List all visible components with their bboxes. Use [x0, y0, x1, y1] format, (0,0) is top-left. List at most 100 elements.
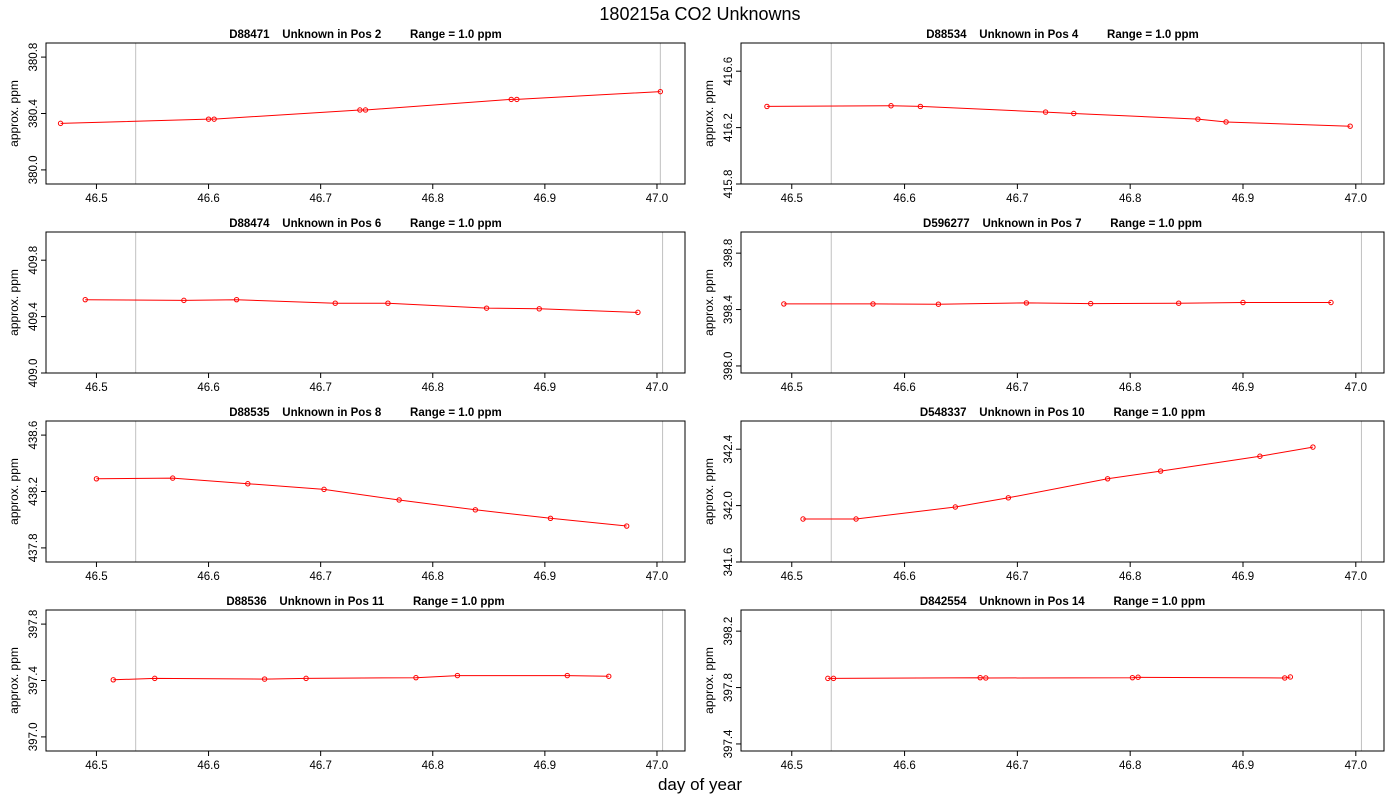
x-tick-label: 47.0: [646, 193, 668, 205]
x-tick-label: 46.9: [534, 760, 556, 772]
data-point: [536, 306, 542, 312]
data-point: [657, 88, 664, 95]
y-axis-label: approx. ppm: [702, 80, 716, 147]
data-point: [624, 523, 630, 529]
data-point: [977, 674, 983, 681]
x-tick-label: 46.6: [197, 571, 219, 583]
data-point: [1310, 444, 1316, 450]
data-point: [152, 675, 158, 682]
plot-frame: [45, 231, 686, 374]
series-line: [803, 446, 1313, 520]
data-point: [1287, 674, 1294, 680]
y-tick-label: 342.4: [723, 434, 735, 463]
data-point: [1257, 453, 1263, 459]
panel-title: D88471 Unknown in Pos 2 Range = 1.0 ppm: [229, 29, 502, 41]
plot-frame: [45, 42, 686, 185]
y-axis-label: approx. ppm: [7, 647, 21, 714]
x-tick-label: 46.5: [85, 571, 107, 583]
data-point: [169, 475, 176, 481]
y-tick-label: 409.8: [28, 246, 40, 275]
x-tick-label: 46.8: [1119, 382, 1141, 394]
panel-title: D88534 Unknown in Pos 4 Range = 1.0 ppm: [926, 29, 1199, 41]
x-tick-label: 46.9: [1232, 571, 1254, 583]
x-tick-label: 46.8: [422, 571, 444, 583]
x-tick-label: 46.6: [197, 382, 219, 394]
panel-title: D88536 Unknown in Pos 11 Range = 1.0 ppm: [226, 596, 504, 608]
data-point: [205, 116, 212, 122]
y-tick-label: 409.4: [28, 302, 40, 331]
data-point: [508, 96, 514, 103]
x-tick-label: 46.9: [1232, 382, 1254, 394]
x-tick-label: 47.0: [1345, 571, 1367, 583]
data-point: [1104, 476, 1111, 482]
y-tick-label: 398.4: [723, 295, 735, 324]
x-tick-label: 46.6: [893, 760, 915, 772]
x-tick-label: 46.8: [422, 760, 444, 772]
x-tick-label: 46.7: [1006, 760, 1028, 772]
y-tick-label: 397.0: [28, 723, 40, 752]
x-tick-label: 46.7: [1006, 193, 1028, 205]
x-tick-label: 46.8: [422, 193, 444, 205]
panel-3: D88474 Unknown in Pos 6 Range = 1.0 ppm 4…: [7, 218, 686, 394]
data-point: [1042, 109, 1049, 115]
panel-title: D88474 Unknown in Pos 6 Range = 1.0 ppm: [229, 218, 502, 230]
series-line: [96, 477, 627, 527]
x-tick-label: 46.7: [309, 760, 331, 772]
x-tick-label: 46.7: [309, 571, 331, 583]
data-point: [1195, 116, 1201, 122]
x-tick-label: 46.5: [781, 193, 803, 205]
data-point: [888, 103, 894, 109]
y-tick-label: 380.8: [28, 43, 40, 72]
plot-frame: [45, 609, 686, 752]
x-tick-label: 46.9: [1232, 760, 1254, 772]
y-tick-label: 438.2: [28, 477, 40, 506]
y-tick-label: 437.8: [28, 534, 40, 563]
plot-frame: [740, 609, 1385, 752]
x-tick-label: 46.6: [893, 571, 915, 583]
x-tick-label: 46.8: [1119, 571, 1141, 583]
x-tick-label: 46.8: [1119, 760, 1141, 772]
y-tick-label: 416.6: [723, 57, 735, 86]
x-tick-label: 46.6: [197, 760, 219, 772]
data-point: [853, 516, 859, 522]
data-point: [952, 504, 959, 510]
x-tick-label: 46.5: [781, 760, 803, 772]
x-tick-label: 46.5: [85, 760, 107, 772]
x-tick-label: 47.0: [1345, 760, 1367, 772]
y-tick-label: 398.2: [723, 617, 735, 646]
figure-x-axis-label: day of year: [657, 775, 743, 794]
y-axis-label: approx. ppm: [7, 458, 21, 525]
x-tick-label: 47.0: [646, 571, 668, 583]
panel-2: D88534 Unknown in Pos 4 Range = 1.0 ppm 4…: [702, 29, 1385, 205]
data-point: [245, 481, 251, 487]
series-line: [766, 105, 1351, 127]
y-tick-label: 397.8: [723, 673, 735, 702]
x-tick-label: 47.0: [646, 760, 668, 772]
x-tick-label: 46.5: [85, 193, 107, 205]
data-point: [1223, 119, 1229, 125]
data-point: [870, 301, 876, 307]
data-point: [385, 300, 391, 306]
x-tick-label: 47.0: [1345, 382, 1367, 394]
y-axis-label: approx. ppm: [702, 647, 716, 714]
x-tick-label: 46.7: [1006, 571, 1028, 583]
panel-5: D88535 Unknown in Pos 8 Range = 1.0 ppm 4…: [7, 407, 686, 583]
data-point: [606, 673, 612, 679]
y-axis-label: approx. ppm: [7, 269, 21, 336]
y-axis-label: approx. ppm: [7, 80, 21, 147]
data-point: [454, 672, 461, 679]
data-point: [1023, 300, 1030, 306]
y-tick-label: 380.4: [28, 99, 40, 128]
panel-4: D596277 Unknown in Pos 7 Range = 1.0 ppm…: [702, 218, 1385, 394]
panel-8: D842554 Unknown in Pos 14 Range = 1.0 pp…: [702, 596, 1385, 772]
data-point: [935, 301, 942, 307]
data-point: [830, 675, 837, 682]
data-point: [1347, 123, 1353, 129]
panel-6: D548337 Unknown in Pos 10 Range = 1.0 pp…: [702, 407, 1385, 583]
y-tick-label: 398.8: [723, 239, 735, 268]
data-point: [564, 672, 570, 679]
y-tick-label: 409.0: [28, 359, 40, 388]
data-point: [57, 120, 64, 127]
data-point: [983, 675, 989, 681]
x-tick-label: 46.7: [309, 382, 331, 394]
